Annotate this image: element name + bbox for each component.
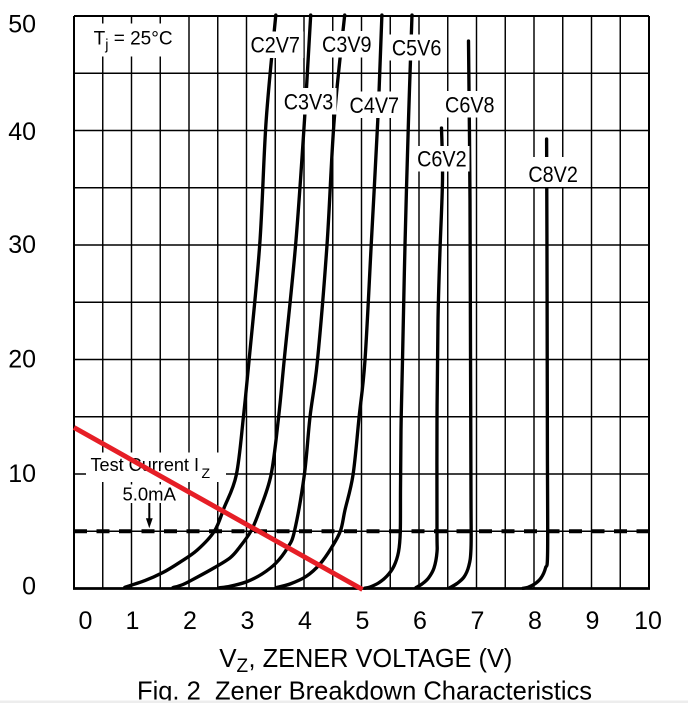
- svg-text:1: 1: [126, 607, 140, 635]
- svg-text:Z: Z: [202, 465, 211, 481]
- svg-text:20: 20: [8, 345, 36, 373]
- svg-text:10: 10: [634, 607, 662, 635]
- svg-text:3: 3: [241, 607, 255, 635]
- svg-text:C8V2: C8V2: [528, 162, 578, 187]
- svg-text:Tj = 25°C: Tj = 25°C: [94, 28, 173, 53]
- svg-text:C5V6: C5V6: [392, 35, 442, 60]
- svg-text:C4V7: C4V7: [350, 93, 400, 118]
- svg-text:C2V7: C2V7: [250, 33, 300, 58]
- svg-text:V: V: [219, 643, 237, 673]
- svg-text:C3V3: C3V3: [284, 89, 334, 114]
- svg-text:0: 0: [22, 572, 36, 600]
- svg-text:C6V8: C6V8: [445, 92, 495, 117]
- svg-text:2: 2: [183, 607, 197, 635]
- svg-text:5.0mA: 5.0mA: [123, 484, 176, 504]
- svg-text:0: 0: [79, 607, 93, 635]
- svg-text:C6V2: C6V2: [417, 147, 467, 172]
- svg-text:9: 9: [586, 607, 600, 635]
- svg-text:6: 6: [413, 607, 427, 635]
- svg-text:Test Current I: Test Current I: [91, 454, 200, 475]
- svg-text:7: 7: [471, 607, 485, 635]
- svg-text:50: 50: [8, 11, 36, 39]
- svg-text:, ZENER VOLTAGE (V): , ZENER VOLTAGE (V): [249, 643, 513, 673]
- svg-text:8: 8: [528, 607, 542, 635]
- svg-text:C3V9: C3V9: [322, 32, 372, 57]
- svg-text:4: 4: [298, 607, 312, 635]
- svg-text:10: 10: [8, 460, 36, 488]
- svg-text:5: 5: [356, 607, 370, 635]
- svg-text:Fig. 2 Zener Breakdown Charac: Fig. 2 Zener Breakdown Characteristics: [137, 676, 592, 703]
- svg-text:40: 40: [8, 118, 36, 146]
- svg-text:30: 30: [8, 231, 36, 259]
- svg-text:Z: Z: [237, 656, 249, 677]
